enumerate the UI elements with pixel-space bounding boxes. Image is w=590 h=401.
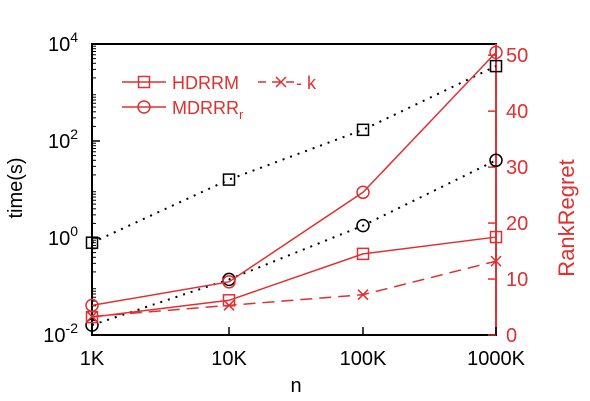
data-point: [356, 185, 370, 200]
x-axis-label: n: [290, 375, 301, 397]
data-point: [490, 255, 502, 267]
data-point: [356, 123, 370, 137]
right-tick-label: 10: [506, 269, 528, 291]
series-line: [91, 65, 497, 244]
right-tick-label: 50: [506, 45, 528, 67]
series-line: [91, 159, 497, 327]
right-tick-label: 30: [506, 157, 528, 179]
left-axis-label: time(s): [5, 157, 27, 218]
series-hdrrm_time: [85, 59, 503, 249]
data-point: [223, 299, 235, 311]
data-point: [489, 230, 503, 244]
legend-marker: [137, 75, 151, 89]
data-point-stroke: [490, 255, 502, 267]
left-tick-label: 100: [48, 223, 78, 250]
series-line: [91, 260, 497, 318]
x-tick-label: 1000K: [467, 348, 525, 370]
x-axis-ticks: 1K 10K 100K 1000K: [80, 327, 526, 370]
data-point: [85, 298, 99, 313]
data-point: [86, 311, 98, 323]
left-axis-ticks: 10-2 100 102 104: [43, 29, 100, 347]
data-point: [489, 153, 503, 168]
legend-marker: [137, 100, 151, 114]
legend-label: - k: [296, 73, 317, 93]
data-point: [85, 318, 99, 332]
data-point: [222, 173, 236, 186]
series-line: [91, 51, 497, 307]
legend-marker-stroke: [275, 76, 287, 88]
data-point: [356, 218, 370, 233]
right-tick-label: 20: [506, 213, 528, 235]
legend: HDRRM - k MDRRRr: [122, 73, 317, 122]
left-tick-label: 104: [48, 29, 78, 56]
series-hdrrm_k: [86, 255, 502, 323]
data-point: [222, 275, 236, 289]
legend-label: HDRRM: [172, 73, 239, 93]
data-point: [489, 45, 503, 60]
legend-label: MDRRRr: [172, 98, 244, 122]
x-tick-label: 100K: [340, 348, 387, 370]
series-mdrrr_time: [85, 153, 503, 332]
data-point: [356, 247, 370, 261]
data-point-stroke: [86, 311, 98, 323]
right-tick-label: 40: [506, 101, 528, 123]
x-tick-label: 1K: [80, 348, 105, 370]
right-axis-label: RankRegret: [554, 159, 579, 276]
legend-marker: [275, 76, 287, 88]
plot-frame: [91, 43, 497, 336]
data-point-stroke: [357, 289, 369, 301]
right-axis-ticks: 0 10 20 30 40 50: [488, 45, 528, 347]
series-layer: [85, 45, 503, 332]
left-tick-label: 10-2: [43, 320, 78, 347]
right-tick-label: 0: [506, 325, 517, 347]
series-line: [91, 236, 497, 318]
data-point: [489, 59, 503, 73]
data-point: [357, 289, 369, 301]
data-point-stroke: [223, 299, 235, 311]
data-point: [85, 236, 99, 249]
x-tick-label: 10K: [211, 348, 247, 370]
series-mdrrr: [85, 45, 503, 313]
series-hdrrm: [85, 230, 503, 324]
left-tick-label: 102: [48, 126, 78, 153]
